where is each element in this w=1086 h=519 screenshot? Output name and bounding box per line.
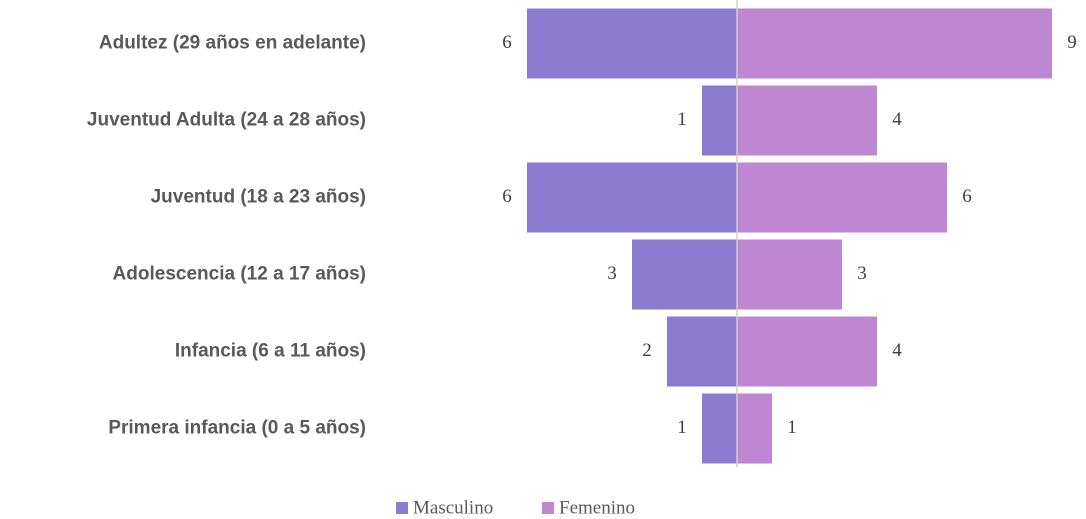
legend-label: Masculino bbox=[413, 497, 493, 518]
value-label: 4 bbox=[892, 340, 902, 361]
category-label: Adultez (29 años en adelante) bbox=[99, 33, 366, 54]
value-label: 3 bbox=[607, 263, 617, 284]
bar bbox=[667, 316, 737, 387]
bar bbox=[702, 85, 737, 156]
category-label: Juventud Adulta (24 a 28 años) bbox=[87, 110, 366, 131]
value-label: 2 bbox=[642, 340, 652, 361]
value-label: 6 bbox=[962, 186, 972, 207]
value-label: 1 bbox=[677, 109, 687, 130]
bar bbox=[737, 316, 877, 387]
category-label: Juventud (18 a 23 años) bbox=[151, 187, 366, 208]
legend-swatch bbox=[542, 502, 554, 514]
value-label: 3 bbox=[857, 263, 867, 284]
value-label: 1 bbox=[677, 417, 687, 438]
bar bbox=[527, 162, 737, 233]
category-label: Primera infancia (0 a 5 años) bbox=[108, 418, 366, 439]
value-label: 4 bbox=[892, 109, 902, 130]
category-label: Adolescencia (12 a 17 años) bbox=[113, 264, 366, 285]
category-label: Infancia (6 a 11 años) bbox=[175, 341, 366, 362]
bar bbox=[737, 85, 877, 156]
bar bbox=[737, 393, 772, 464]
legend-label: Femenino bbox=[559, 497, 635, 518]
bar bbox=[702, 393, 737, 464]
bar bbox=[737, 8, 1052, 79]
bar bbox=[737, 239, 842, 310]
value-label: 1 bbox=[787, 417, 797, 438]
value-label: 6 bbox=[502, 32, 512, 53]
bar bbox=[632, 239, 737, 310]
value-label: 9 bbox=[1067, 32, 1077, 53]
value-label: 6 bbox=[502, 186, 512, 207]
legend-swatch bbox=[396, 502, 408, 514]
bar bbox=[737, 162, 947, 233]
bar bbox=[527, 8, 737, 79]
